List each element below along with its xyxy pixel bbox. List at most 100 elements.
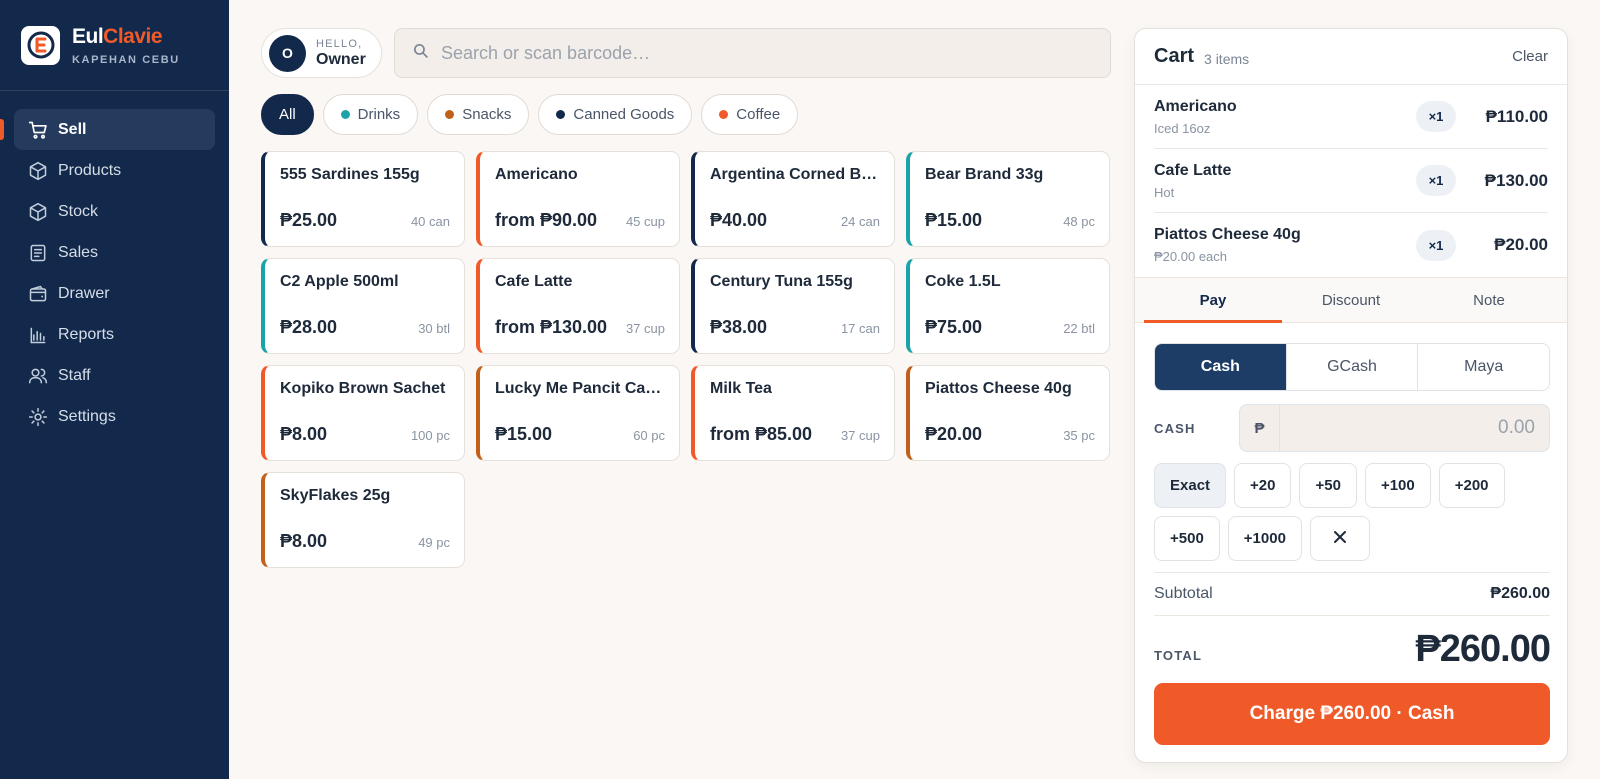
- category-dot: [719, 110, 729, 119]
- payment-method-selector: Cash GCash Maya: [1154, 343, 1550, 391]
- category-pill-snacks[interactable]: Snacks: [427, 94, 530, 135]
- category-pill-canned-goods[interactable]: Canned Goods: [538, 94, 693, 135]
- product-name: Bear Brand 33g: [925, 166, 1044, 183]
- product-name: Argentina Corned Be…: [710, 166, 880, 183]
- category-filter: All Drinks Snacks Canned Goods Coffee: [261, 94, 799, 135]
- product-card[interactable]: Lucky Me Pancit Can… ₱15.00 60 pc: [476, 365, 680, 461]
- product-card[interactable]: Milk Tea from ₱85.00 37 cup: [691, 365, 895, 461]
- store-logo-icon: [21, 25, 60, 65]
- product-stock: 22 btl: [1063, 321, 1095, 336]
- product-card[interactable]: C2 Apple 500ml ₱28.00 30 btl: [261, 258, 465, 354]
- cart-icon: [28, 120, 48, 140]
- user-name: Owner: [316, 50, 366, 68]
- product-name: Americano: [495, 166, 578, 183]
- close-icon: [1333, 530, 1347, 548]
- category-label: All: [279, 106, 296, 123]
- product-card[interactable]: Piattos Cheese 40g ₱20.00 35 pc: [906, 365, 1110, 461]
- quantity-badge[interactable]: ×1: [1416, 101, 1456, 132]
- users-icon: [28, 366, 48, 386]
- bar-chart-icon: [28, 325, 48, 345]
- clear-cart-button[interactable]: Clear: [1512, 48, 1548, 65]
- cart-line-total: ₱20.00: [1494, 235, 1548, 254]
- sidebar-item-drawer[interactable]: Drawer: [14, 273, 215, 314]
- brand-name-part2: Clavie: [103, 24, 163, 48]
- clear-cash-button[interactable]: [1309, 516, 1370, 561]
- sidebar-item-reports[interactable]: Reports: [14, 314, 215, 355]
- tab-pay[interactable]: Pay: [1144, 278, 1282, 323]
- category-pill-drinks[interactable]: Drinks: [322, 94, 419, 135]
- quantity-badge[interactable]: ×1: [1416, 229, 1456, 261]
- category-label: Snacks: [462, 106, 512, 123]
- product-price: ₱15.00: [925, 210, 983, 230]
- product-stock: 30 btl: [418, 321, 450, 336]
- method-gcash-button[interactable]: GCash: [1287, 344, 1419, 390]
- add-100-button[interactable]: +100: [1364, 463, 1431, 508]
- search-bar: [394, 28, 1111, 78]
- product-stock: 48 pc: [1063, 214, 1095, 229]
- sidebar-item-sales[interactable]: Sales: [14, 232, 215, 273]
- wallet-icon: [28, 284, 48, 304]
- sidebar-item-products[interactable]: Products: [14, 150, 215, 191]
- tab-discount[interactable]: Discount: [1321, 291, 1381, 309]
- cart-header: Cart 3 items Clear: [1135, 29, 1567, 85]
- cart-line-variant: ₱20.00 each: [1154, 249, 1228, 264]
- add-200-button[interactable]: +200: [1438, 463, 1505, 508]
- cart-item-count: 3 items: [1204, 50, 1250, 67]
- product-card[interactable]: Cafe Latte from ₱130.00 37 cup: [476, 258, 680, 354]
- product-grid: 555 Sardines 155g ₱25.00 40 can American…: [261, 151, 1110, 568]
- receipt-icon: [28, 243, 48, 263]
- total-label: TOTAL: [1154, 648, 1203, 663]
- cart-line-name: Cafe Latte: [1154, 161, 1232, 179]
- total-value: ₱260.00: [1415, 628, 1551, 670]
- sidebar-item-label: Drawer: [58, 284, 110, 302]
- cash-label: CASH: [1154, 420, 1196, 436]
- product-price: ₱40.00: [710, 210, 768, 230]
- method-maya-button[interactable]: Maya: [1464, 358, 1504, 375]
- cart-line[interactable]: Piattos Cheese 40g ₱20.00 each ×1 ₱20.00: [1154, 213, 1548, 277]
- search-icon: [412, 42, 429, 64]
- product-name: C2 Apple 500ml: [280, 273, 399, 290]
- category-dot: [556, 110, 566, 119]
- sidebar-item-label: Reports: [58, 325, 115, 343]
- product-card[interactable]: 555 Sardines 155g ₱25.00 40 can: [261, 151, 465, 247]
- product-stock: 24 can: [840, 214, 880, 229]
- add-1000-button[interactable]: +1000: [1227, 516, 1302, 561]
- sidebar-item-sell[interactable]: Sell: [0, 109, 215, 150]
- cart-line[interactable]: Americano Iced 16oz ×1 ₱110.00: [1154, 85, 1548, 149]
- charge-button[interactable]: Charge ₱260.00 · Cash: [1154, 683, 1550, 745]
- cart-line[interactable]: Cafe Latte Hot ×1 ₱130.00: [1154, 149, 1548, 213]
- add-500-button[interactable]: +500: [1154, 516, 1220, 561]
- sidebar-item-label: Staff: [58, 366, 91, 384]
- avatar: O: [269, 34, 306, 72]
- category-pill-coffee[interactable]: Coffee: [701, 94, 799, 135]
- quick-cash-buttons: Exact +20 +50 +100 +200 +500 +1000: [1154, 463, 1554, 561]
- quantity-badge[interactable]: ×1: [1416, 165, 1456, 196]
- product-card[interactable]: Kopiko Brown Sachet ₱8.00 100 pc: [261, 365, 465, 461]
- product-card[interactable]: Americano from ₱90.00 45 cup: [476, 151, 680, 247]
- sidebar-item-stock[interactable]: Stock: [14, 191, 215, 232]
- divider: [1154, 572, 1550, 573]
- product-stock: 37 cup: [625, 321, 665, 336]
- product-card[interactable]: Bear Brand 33g ₱15.00 48 pc: [906, 151, 1110, 247]
- user-greeting[interactable]: O HELLO, Owner: [261, 28, 382, 78]
- category-pill-all[interactable]: All: [261, 94, 314, 135]
- exact-amount-button[interactable]: Exact: [1154, 463, 1227, 508]
- product-card[interactable]: Argentina Corned Be… ₱40.00 24 can: [691, 151, 895, 247]
- search-input[interactable]: [441, 42, 1041, 64]
- product-name: Coke 1.5L: [925, 273, 1001, 290]
- add-50-button[interactable]: +50: [1299, 463, 1357, 508]
- product-card[interactable]: Coke 1.5L ₱75.00 22 btl: [906, 258, 1110, 354]
- product-card[interactable]: Century Tuna 155g ₱38.00 17 can: [691, 258, 895, 354]
- sidebar-item-settings[interactable]: Settings: [14, 396, 215, 437]
- method-cash-button[interactable]: Cash: [1155, 344, 1287, 390]
- category-label: Coffee: [736, 106, 781, 123]
- product-card[interactable]: SkyFlakes 25g ₱8.00 49 pc: [261, 472, 465, 568]
- product-stock: 60 pc: [633, 428, 665, 443]
- add-20-button[interactable]: +20: [1234, 463, 1292, 508]
- product-stock: 49 pc: [418, 535, 450, 550]
- cart-line-name: Piattos Cheese 40g: [1154, 226, 1301, 243]
- brand: EulClavie KAPEHAN CEBU: [0, 0, 229, 91]
- sidebar-item-staff[interactable]: Staff: [14, 355, 215, 396]
- cash-input[interactable]: [1280, 405, 1549, 451]
- tab-note[interactable]: Note: [1473, 291, 1505, 309]
